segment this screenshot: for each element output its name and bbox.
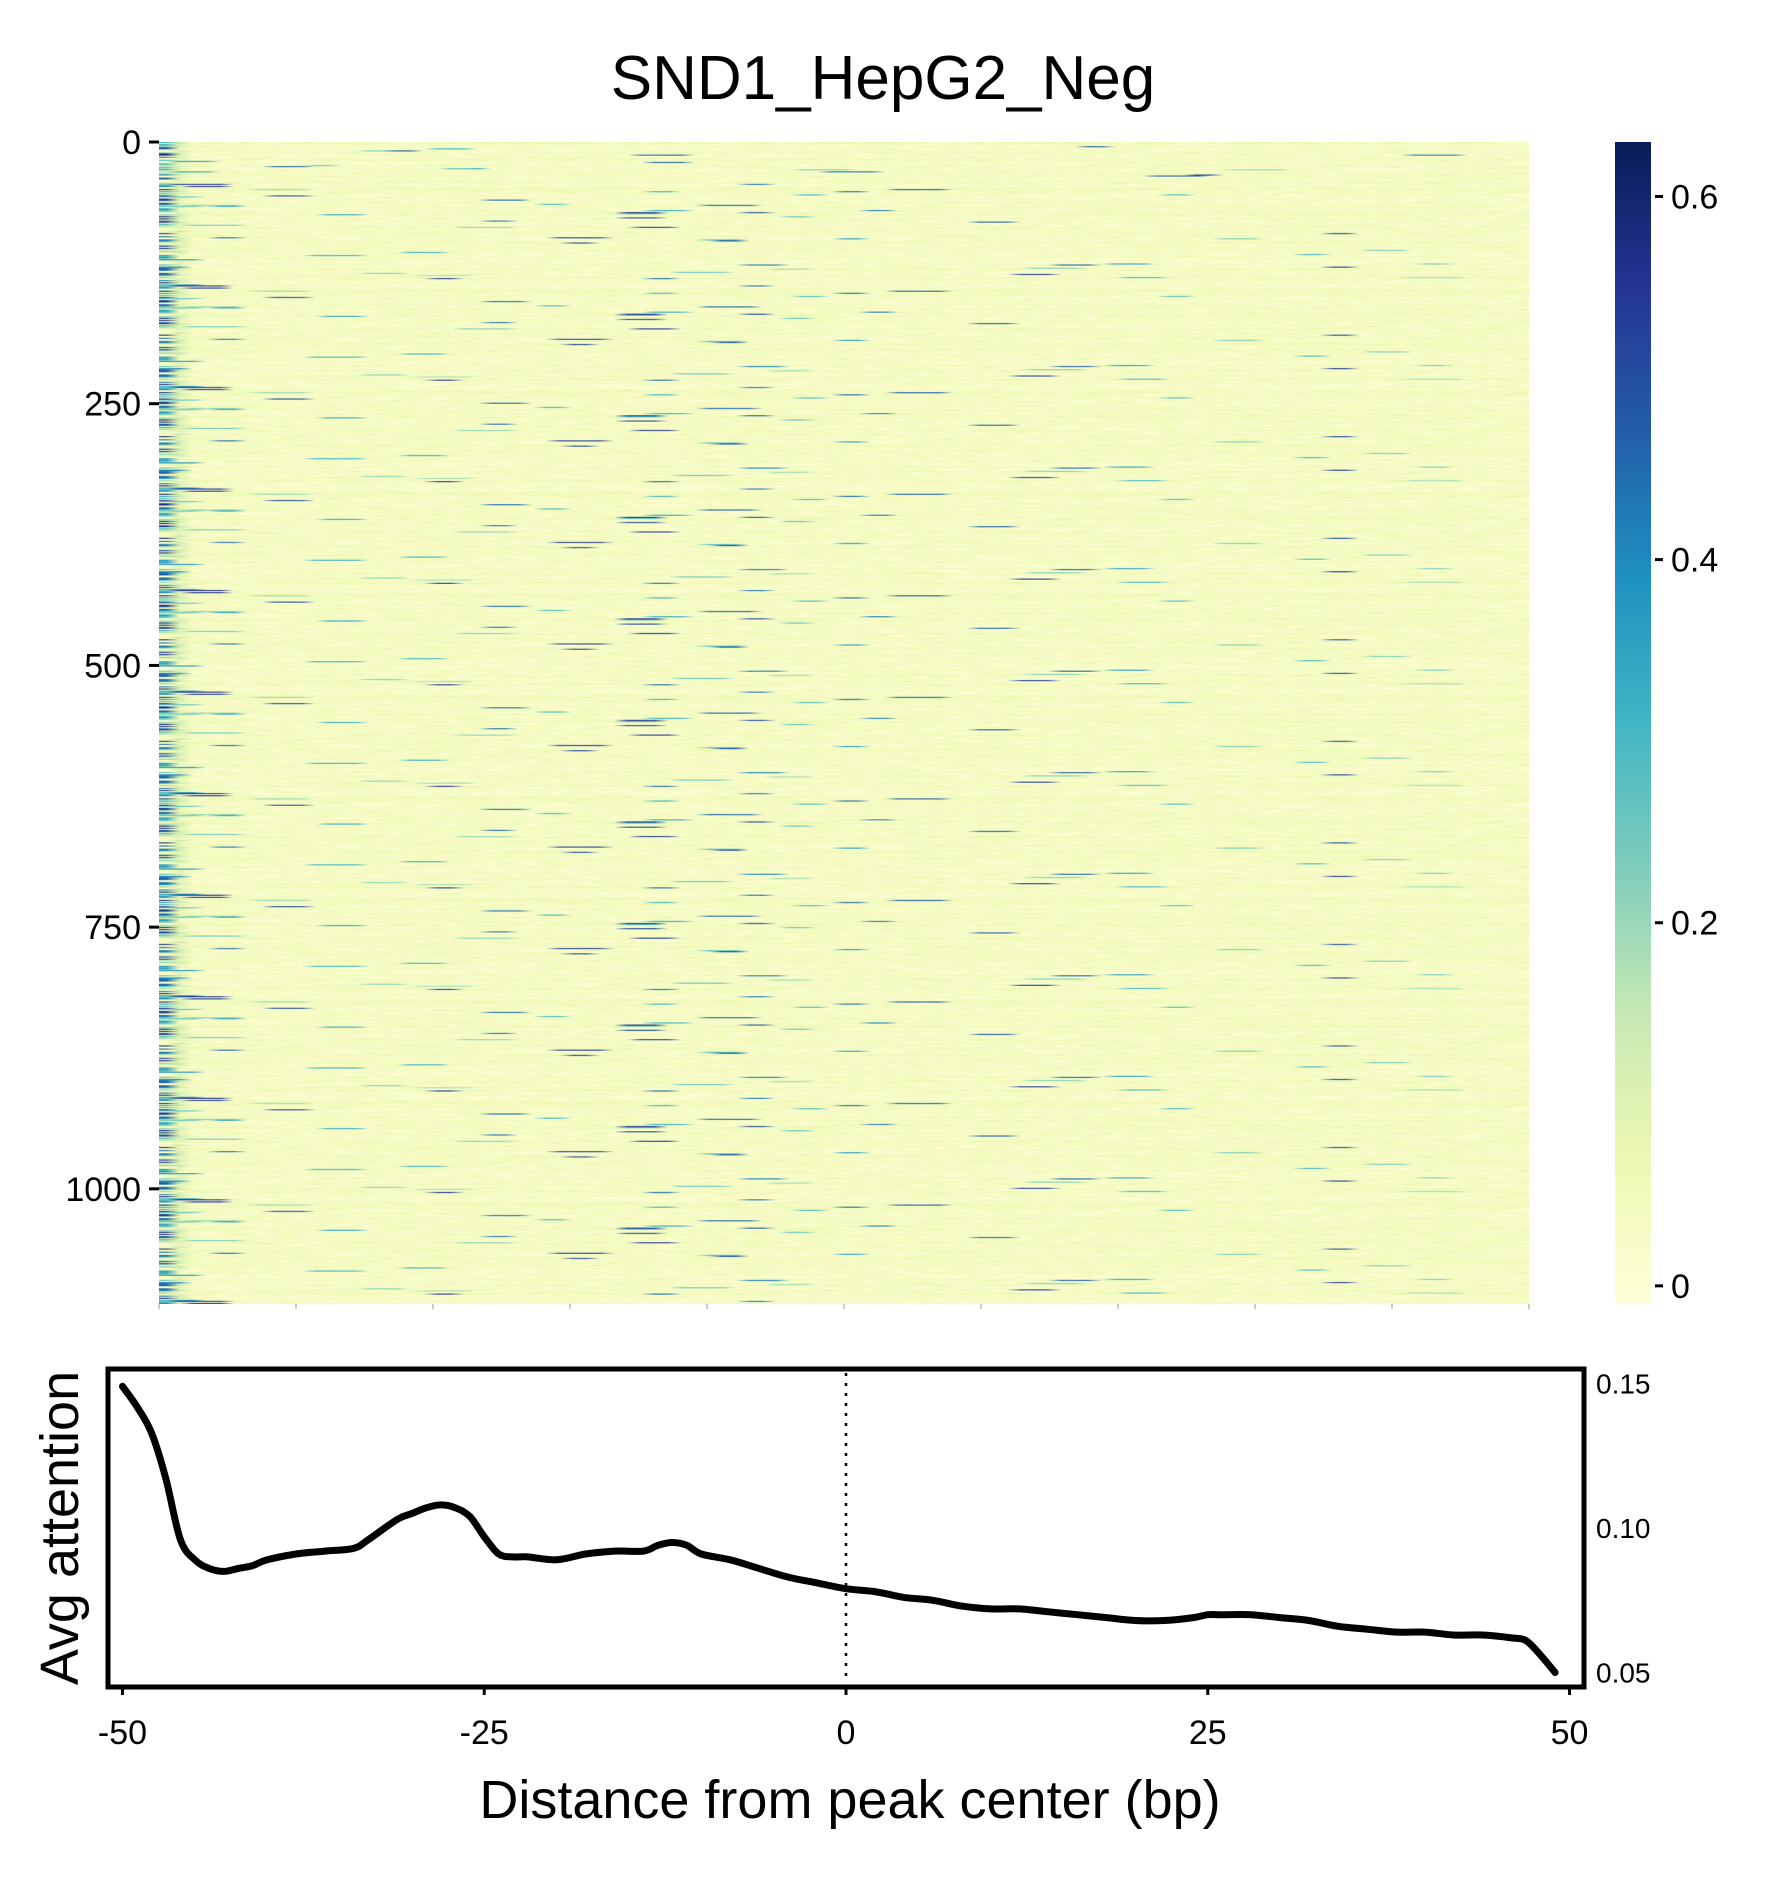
heatmap-y-axis: 0 250 500 750 1000: [65, 124, 159, 1209]
line-plot-y-axis: 0.05 0.10 0.15: [1596, 1368, 1651, 1688]
colorbar-tick-label: 0.2: [1671, 905, 1718, 943]
colorbar-tick-label: 0.4: [1671, 542, 1718, 580]
heatmap-x-axis: [158, 1304, 1530, 1309]
line-x-tick-label: 50: [1551, 1714, 1589, 1752]
line-y-tick-label: 0.15: [1596, 1368, 1651, 1399]
line-x-tick-label: 0: [837, 1714, 856, 1752]
heatmap-y-tick-label: 1000: [65, 1171, 141, 1209]
heatmap-y-tick-label: 250: [84, 386, 141, 424]
avg-attention-line: [119, 1382, 1559, 1676]
colorbar-ticks: 0 0.2 0.4 0.6: [1655, 178, 1718, 1306]
x-axis-label: Distance from peak center (bp): [479, 1770, 1220, 1830]
line-plot-frame: [105, 1366, 1587, 1690]
heatmap: 0 250 500 750 1000: [65, 124, 1530, 1309]
line-plot-x-axis: -50 -25 0 25 50: [98, 1687, 1589, 1752]
colorbar-tick-label: 0.6: [1671, 178, 1718, 216]
colorbar-tick-label: 0: [1671, 1268, 1690, 1306]
line-y-tick-label: 0.10: [1596, 1513, 1651, 1544]
heatmap-title: SND1_HepG2_Neg: [611, 44, 1156, 113]
line-x-tick-label: 25: [1189, 1714, 1227, 1752]
heatmap-y-tick-label: 0: [122, 124, 141, 162]
line-y-tick-label: 0.05: [1596, 1658, 1651, 1689]
heatmap-y-tick-label: 750: [84, 909, 141, 947]
heatmap-y-tick-label: 500: [84, 647, 141, 685]
heatmap-cells-image: [159, 142, 1529, 1304]
y-axis-label: Avg attention: [30, 1371, 90, 1685]
colorbar-gradient: [1615, 142, 1651, 1304]
line-x-tick-label: -50: [98, 1714, 147, 1752]
line-plot: -50 -25 0 25 50 0.05 0.10 0.15 Distance from p…: [30, 1366, 1651, 1830]
line-x-tick-label: -25: [460, 1714, 509, 1752]
colorbar: 0 0.2 0.4 0.6: [1615, 142, 1718, 1306]
